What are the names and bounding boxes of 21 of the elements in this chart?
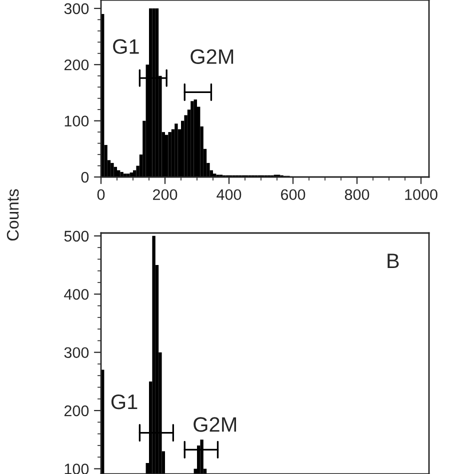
annotation: G1 [113, 39, 139, 54]
annotation: G2M [194, 417, 236, 432]
y-tick-label: 300 [64, 3, 89, 14]
annotation: G2M [190, 49, 234, 64]
y-tick-label: 500 [64, 230, 89, 242]
x-tick-label: 600 [281, 189, 306, 200]
annotation: B [388, 254, 399, 268]
y-axis-title: Counts [6, 189, 19, 241]
x-tick-label: 400 [216, 189, 242, 200]
y-tick-label: 400 [64, 288, 89, 300]
x-tick-label: 200 [153, 189, 178, 200]
y-tick-label: 200 [64, 59, 89, 70]
x-tick-label: 800 [344, 189, 370, 200]
x-tick-label: 1000 [405, 189, 438, 200]
y-tick-label: 200 [64, 405, 89, 416]
x-tick-label: 0 [97, 189, 105, 200]
y-tick-label: 0 [81, 172, 89, 183]
y-tick-label: 300 [64, 347, 89, 358]
y-tick-label: 100 [64, 464, 89, 474]
y-tick-label: 100 [64, 116, 89, 126]
annotation: G1 [111, 394, 138, 410]
